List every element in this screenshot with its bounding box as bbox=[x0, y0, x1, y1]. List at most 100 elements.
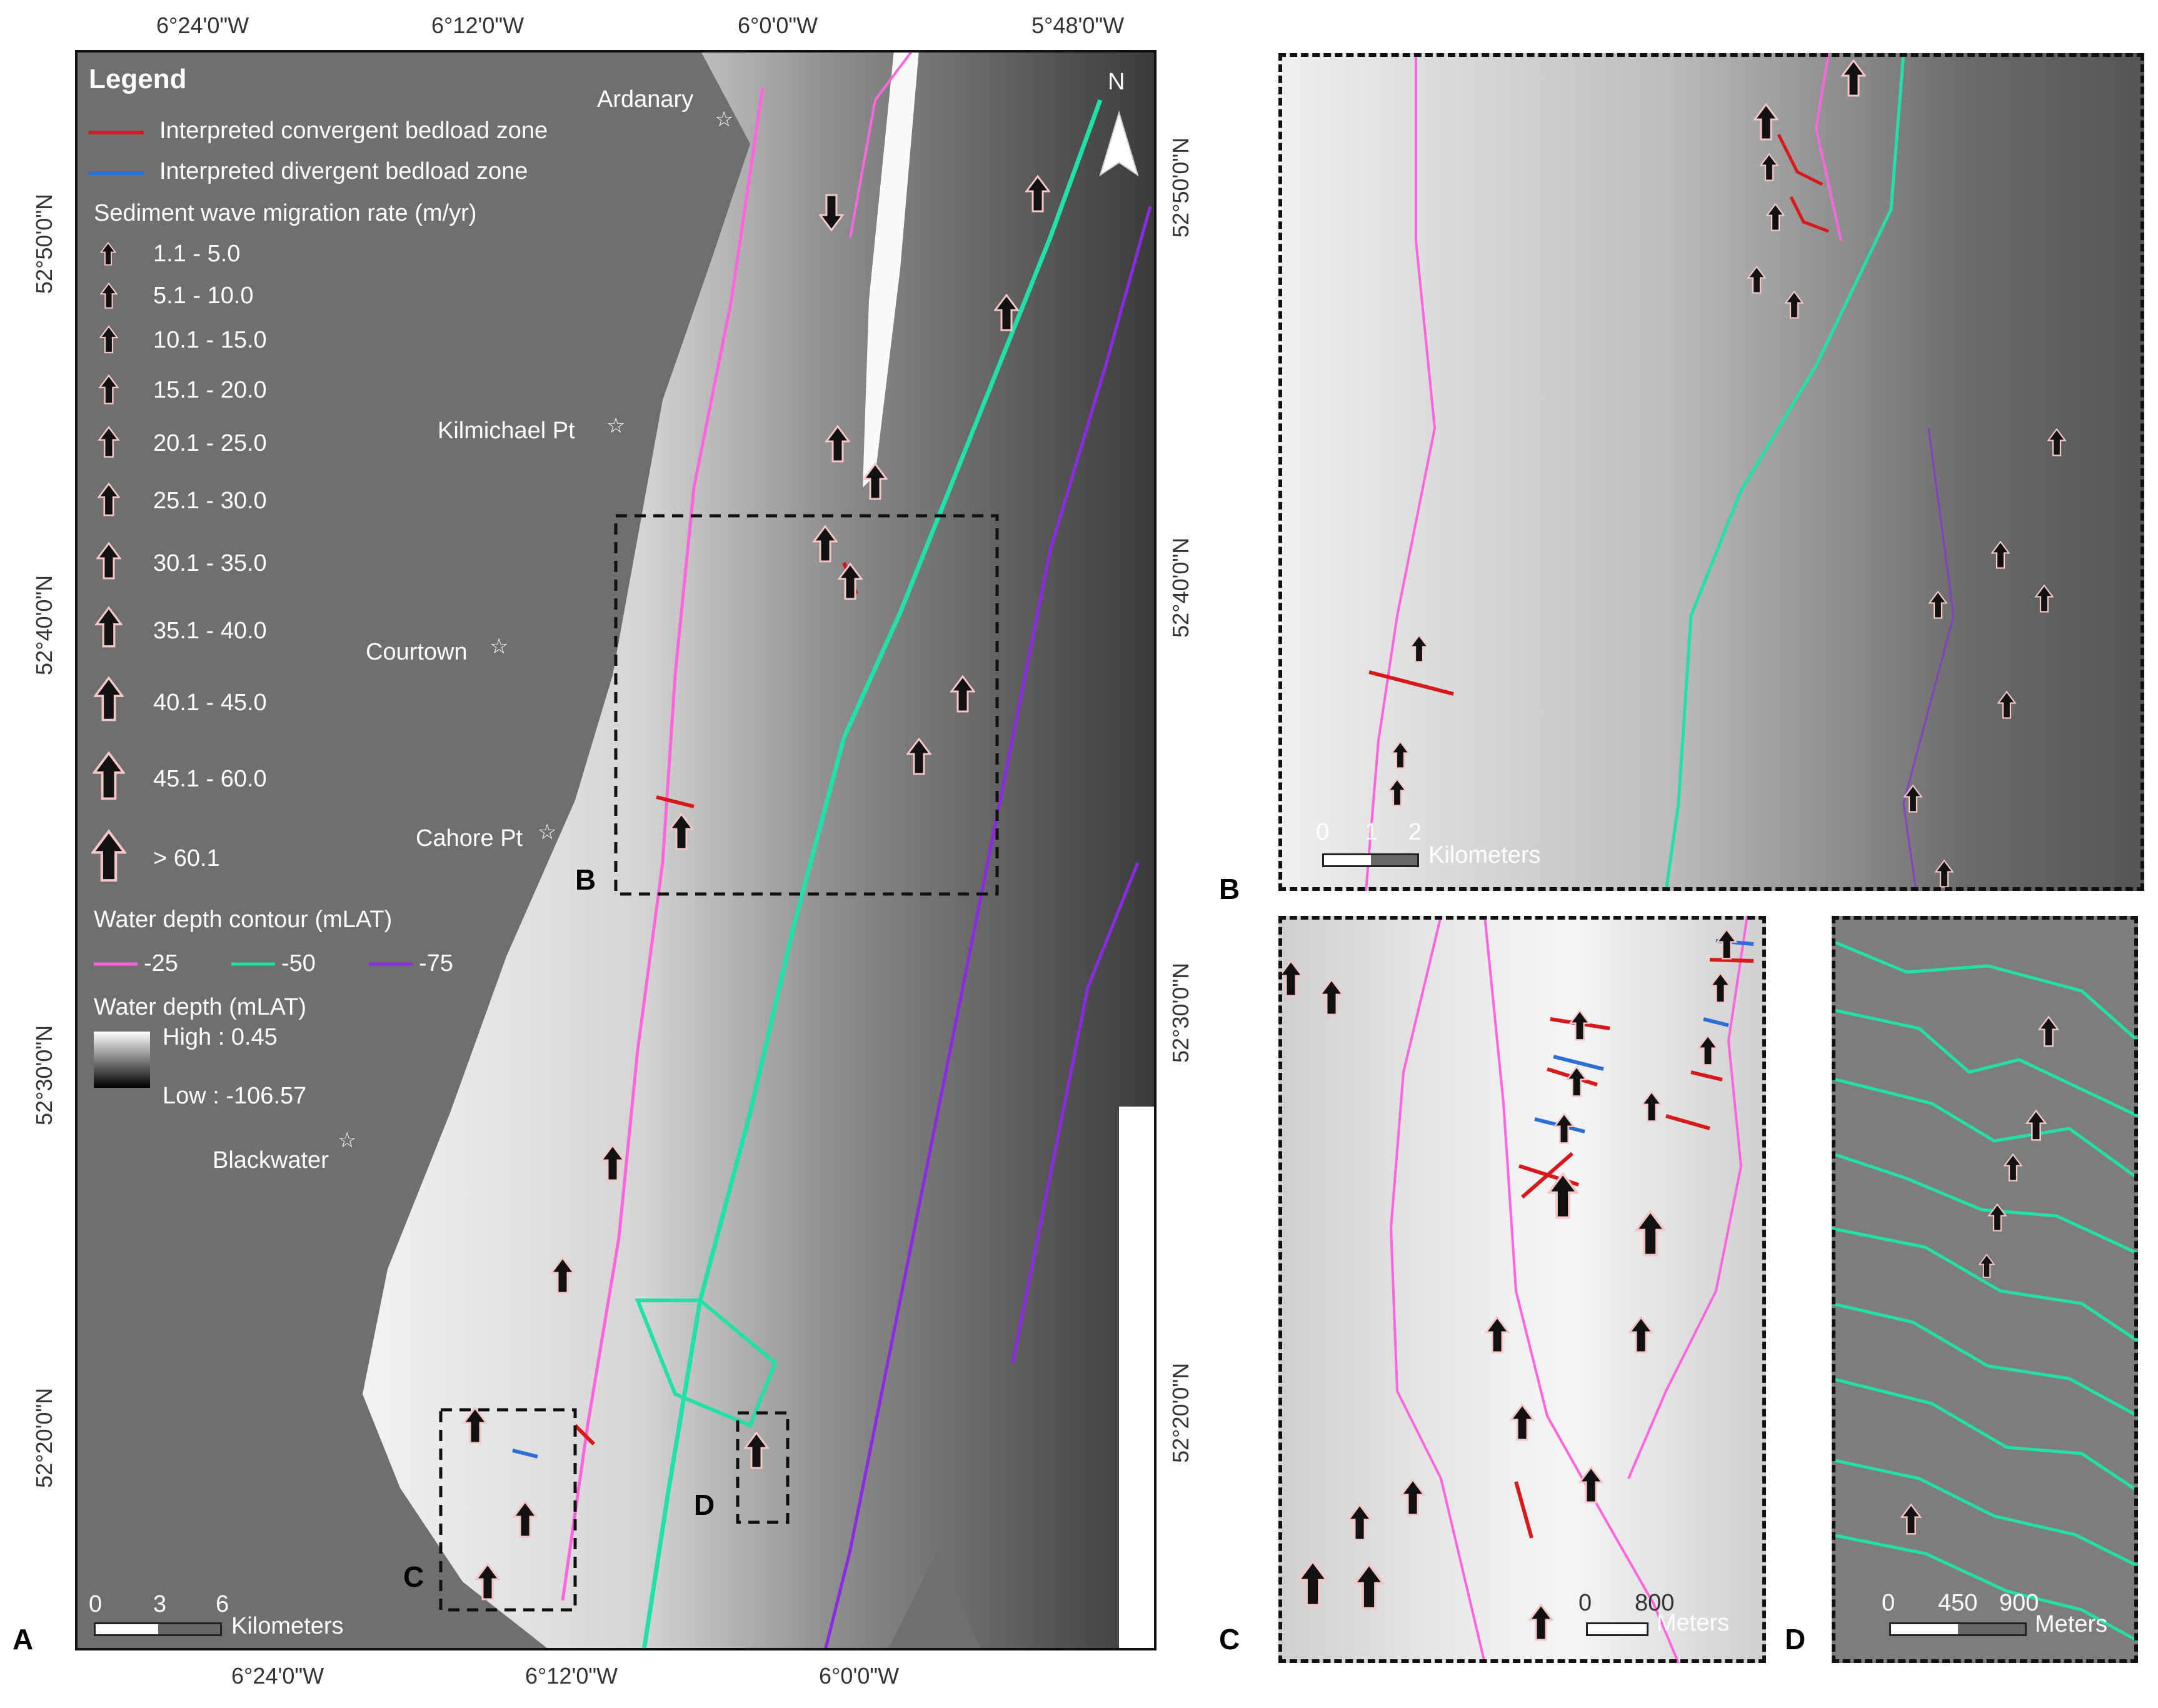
panel-label-b: B bbox=[1219, 873, 1240, 905]
place-star: ☆ bbox=[715, 108, 733, 131]
inset-c-graphic bbox=[1278, 916, 1754, 1663]
legend-migration-class: 1.1 - 5.0 bbox=[153, 241, 241, 267]
legend-contour-25-label: -25 bbox=[144, 950, 178, 977]
scale-a-tick: 0 bbox=[89, 1591, 103, 1617]
convergent-line bbox=[1789, 196, 1829, 233]
convergent-line bbox=[1709, 958, 1754, 963]
contour-25-c bbox=[1627, 916, 1749, 1479]
contour-50 bbox=[1832, 1302, 2138, 1418]
inset-panel-b[interactable]: 0 1 2 Kilometers bbox=[1278, 53, 2144, 891]
convergent-line bbox=[1665, 1114, 1710, 1130]
scale-d-tick: 900 bbox=[1999, 1590, 2039, 1616]
convergent-line bbox=[1777, 133, 1824, 186]
legend-migration-class: 45.1 - 60.0 bbox=[153, 766, 267, 792]
divergent-line bbox=[512, 1449, 538, 1459]
legend-migration-class: 30.1 - 35.0 bbox=[153, 550, 267, 576]
scale-bar-c bbox=[1586, 1622, 1649, 1636]
place-cahore: Cahore Pt bbox=[416, 825, 523, 851]
legend-contour-75-label: -75 bbox=[419, 950, 453, 977]
inset-frame-c bbox=[1278, 916, 1766, 1663]
inset-panel-d[interactable]: 0 450 900 Meters bbox=[1832, 916, 2138, 1663]
convergent-line bbox=[1690, 1070, 1723, 1082]
contour-75 bbox=[1902, 428, 1955, 891]
legend-contour-50-label: -50 bbox=[281, 950, 316, 977]
contour-25-east bbox=[1814, 53, 1842, 241]
inset-ref-d: D bbox=[694, 1489, 715, 1521]
sea-area bbox=[363, 50, 1157, 1650]
convergent-line bbox=[1521, 1152, 1573, 1199]
convergent-line bbox=[1514, 1481, 1533, 1539]
tick-left: 52°50'0"N bbox=[31, 193, 57, 294]
scale-c-tick: 800 bbox=[1635, 1590, 1675, 1616]
inset-box-c bbox=[439, 1408, 577, 1612]
contour-25 bbox=[561, 87, 765, 1601]
legend-migration-class: 25.1 - 30.0 bbox=[153, 488, 267, 514]
scale-b-tick: 2 bbox=[1408, 819, 1422, 845]
contour-50 bbox=[1832, 1008, 2138, 1118]
tick-left: 52°30'0"N bbox=[31, 1025, 57, 1125]
tick-right: 52°50'0"N bbox=[1168, 137, 1193, 238]
convergent-line bbox=[1368, 670, 1454, 696]
contour-50-patch bbox=[635, 1299, 778, 1428]
tick-right: 52°40'0"N bbox=[1168, 537, 1193, 638]
contour-25-east bbox=[849, 50, 914, 238]
contour-50 bbox=[641, 99, 1103, 1650]
legend-divergent-label: Interpreted divergent bedload zone bbox=[159, 158, 528, 184]
place-star: ☆ bbox=[606, 414, 625, 438]
contour-50 bbox=[1832, 1227, 2138, 1343]
scale-bar-b bbox=[1322, 853, 1419, 867]
scale-a-tick: 3 bbox=[153, 1591, 167, 1617]
scale-b-tick: 1 bbox=[1365, 819, 1378, 845]
legend-depth-ramp bbox=[94, 1032, 150, 1088]
contour-25 bbox=[1365, 53, 1437, 891]
scale-c-unit: Meters bbox=[1657, 1610, 1730, 1636]
contour-50 bbox=[1832, 1377, 2138, 1493]
legend-contour-title: Water depth contour (mLAT) bbox=[94, 907, 393, 933]
no-data-area bbox=[1119, 1107, 1157, 1650]
contour-50 bbox=[1664, 53, 1905, 891]
place-courtown: Courtown bbox=[366, 639, 468, 665]
tick-left: 52°40'0"N bbox=[31, 575, 57, 675]
tick-bottom: 6°0'0"W bbox=[819, 1663, 900, 1689]
scale-bar-a bbox=[94, 1622, 222, 1636]
scale-bar-d bbox=[1889, 1622, 2027, 1636]
north-arrow-icon bbox=[1099, 110, 1139, 177]
tick-top: 6°12'0"W bbox=[431, 13, 524, 38]
tick-right: 52°30'0"N bbox=[1168, 962, 1193, 1063]
contour-50 bbox=[1832, 1077, 2138, 1180]
place-blackwater: Blackwater bbox=[213, 1147, 329, 1173]
inset-ref-c: C bbox=[403, 1560, 424, 1593]
main-map-panel[interactable]: ☆ ☆ ☆ ☆ ☆ Leg bbox=[75, 50, 1157, 1650]
legend-depth-high: High : 0.45 bbox=[163, 1024, 278, 1050]
tick-right: 52°20'0"N bbox=[1168, 1362, 1193, 1463]
place-ardanary: Ardanary bbox=[597, 86, 694, 113]
inset-b-graphic bbox=[1365, 53, 2066, 891]
legend-migration-class: 10.1 - 15.0 bbox=[153, 327, 267, 353]
panel-label-a: A bbox=[13, 1623, 34, 1655]
sandbank bbox=[863, 50, 919, 488]
scale-c-tick: 0 bbox=[1578, 1590, 1592, 1616]
contour-50 bbox=[1832, 1533, 2138, 1643]
legend-migration-class: 40.1 - 45.0 bbox=[153, 690, 267, 716]
inset-frame-b bbox=[1278, 53, 2144, 891]
tick-bottom: 6°12'0"W bbox=[525, 1663, 618, 1689]
legend-migration-class: > 60.1 bbox=[153, 845, 220, 872]
scale-b-unit: Kilometers bbox=[1428, 842, 1541, 868]
scale-b-tick: 0 bbox=[1316, 819, 1330, 845]
legend-convergent-label: Interpreted convergent bedload zone bbox=[159, 118, 548, 144]
legend-migration-class: 5.1 - 10.0 bbox=[153, 283, 254, 309]
contour-75 bbox=[823, 206, 1152, 1650]
place-kilmichael: Kilmichael Pt bbox=[438, 418, 575, 444]
scale-d-tick: 450 bbox=[1938, 1590, 1978, 1616]
panel-label-d: D bbox=[1785, 1623, 1806, 1655]
legend-title: Legend bbox=[89, 64, 187, 94]
inset-panel-c[interactable]: 0 800 Meters bbox=[1278, 916, 1766, 1663]
tick-bottom: 6°24'0"W bbox=[231, 1663, 324, 1689]
inset-ref-b: B bbox=[575, 863, 596, 896]
inset-frame-d bbox=[1832, 916, 2138, 1663]
tick-top: 6°0'0"W bbox=[738, 13, 818, 38]
scale-a-unit: Kilometers bbox=[231, 1613, 344, 1639]
legend-depth-title: Water depth (mLAT) bbox=[94, 994, 306, 1020]
tick-left: 52°20'0"N bbox=[31, 1387, 57, 1488]
inset-d-graphic bbox=[1832, 939, 2138, 1643]
